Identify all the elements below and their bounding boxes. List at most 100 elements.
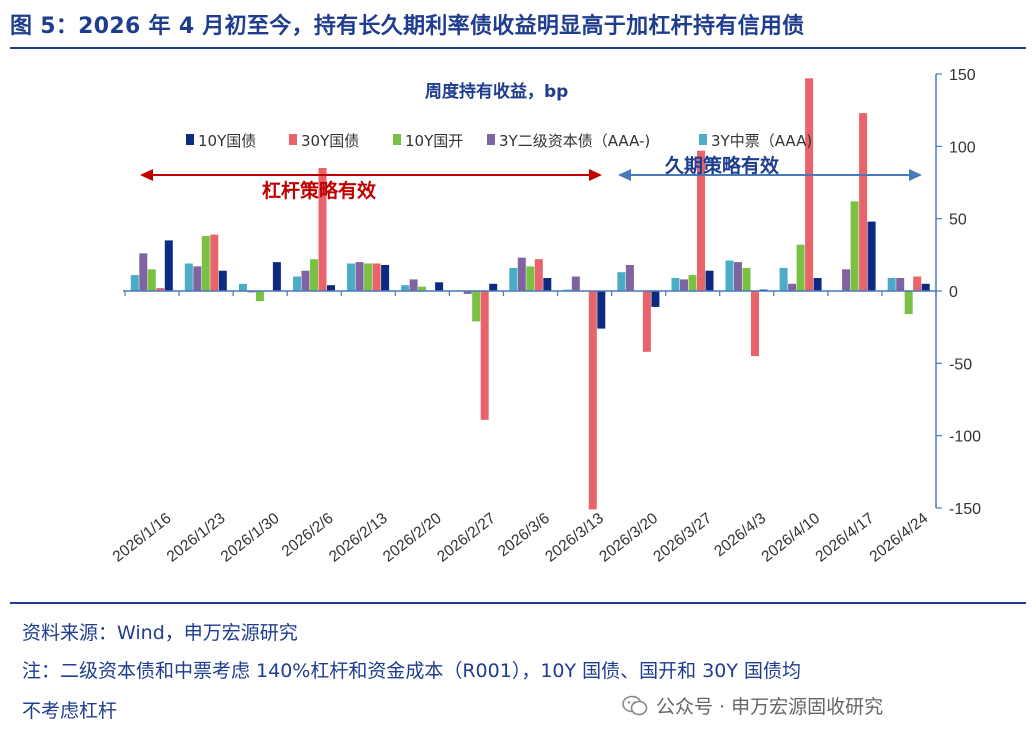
duration-arrow-right-head bbox=[909, 169, 922, 181]
bar-10Y国开-2026/3/27 bbox=[688, 275, 697, 291]
x-tick-label-2026/4/17: 2026/4/17 bbox=[813, 510, 878, 566]
legend-label-10Y国开: 10Y国开 bbox=[405, 132, 463, 150]
bar-3Y二级资本债（AAA-)-2026/1/16 bbox=[139, 253, 148, 291]
bar-10Y国开-2026/4/24 bbox=[904, 291, 913, 315]
y-axis-title: 周度持有收益，bp bbox=[425, 81, 568, 102]
footer-rule bbox=[10, 602, 1026, 604]
bar-3Y中票（AAA)-2026/4/24 bbox=[887, 278, 896, 291]
bar-30Y国债-2026/4/24 bbox=[913, 276, 922, 291]
bar-30Y国债-2026/3/27 bbox=[697, 150, 705, 291]
bar-3Y二级资本债（AAA-)-2026/2/20 bbox=[409, 279, 418, 291]
bar-30Y国债-2026/4/3 bbox=[751, 291, 759, 357]
bar-30Y国债-2026/3/13 bbox=[588, 291, 597, 510]
wechat-icon bbox=[622, 695, 648, 715]
bar-10Y国开-2026/2/13 bbox=[364, 263, 373, 291]
bar-30Y国债-2026/3/6 bbox=[534, 259, 543, 291]
bar-3Y中票（AAA)-2026/1/16 bbox=[130, 275, 139, 291]
figure-title: 图 5：2026 年 4 月初至今，持有长久期利率债收益明显高于加杠杆持有信用债 bbox=[10, 14, 805, 39]
y-tick-label-100: 100 bbox=[949, 139, 976, 156]
bar-10Y国债-2026/3/27 bbox=[705, 270, 714, 291]
bar-30Y国债-2026/4/17 bbox=[859, 113, 868, 291]
bar-3Y二级资本债（AAA-)-2026/3/27 bbox=[680, 279, 688, 291]
y-tick-label--100: -100 bbox=[949, 429, 981, 446]
bar-10Y国债-2026/4/10 bbox=[813, 278, 822, 291]
bar-30Y国债-2026/2/13 bbox=[372, 263, 381, 291]
x-tick-label-2026/2/13: 2026/2/13 bbox=[326, 510, 391, 566]
legend-label-3Y中票（AAA): 3Y中票（AAA) bbox=[711, 132, 812, 150]
legend-swatch-30Y国债 bbox=[289, 134, 297, 145]
bar-10Y国债-2026/2/27 bbox=[489, 283, 498, 291]
legend-swatch-10Y国开 bbox=[393, 134, 401, 145]
duration-annotation: 久期策略有效 bbox=[665, 154, 779, 177]
bar-3Y二级资本债（AAA-)-2026/2/13 bbox=[355, 262, 364, 291]
bar-3Y二级资本债（AAA-)-2026/3/20 bbox=[625, 265, 634, 291]
bar-10Y国债-2026/2/13 bbox=[381, 265, 390, 291]
y-tick-label-150: 150 bbox=[949, 67, 976, 84]
bar-3Y中票（AAA)-2026/4/10 bbox=[779, 267, 788, 291]
x-tick-label-2026/1/16: 2026/1/16 bbox=[110, 510, 175, 566]
bar-30Y国债-2026/1/16 bbox=[156, 288, 165, 291]
bar-10Y国开-2026/4/17 bbox=[850, 201, 859, 291]
bar-3Y二级资本债（AAA-)-2026/3/13 bbox=[571, 276, 580, 291]
bar-3Y中票（AAA)-2026/2/20 bbox=[401, 285, 410, 291]
bar-10Y国债-2026/1/16 bbox=[164, 240, 173, 291]
bar-10Y国债-2026/3/13 bbox=[597, 291, 606, 329]
bar-10Y国开-2026/2/27 bbox=[472, 291, 481, 322]
y-tick-label-0: 0 bbox=[949, 284, 958, 301]
legend-swatch-3Y二级资本债（AAA-) bbox=[487, 134, 495, 145]
bar-30Y国债-2026/4/10 bbox=[805, 78, 814, 291]
bar-30Y国债-2026/2/6 bbox=[318, 168, 327, 291]
bar-3Y中票（AAA)-2026/3/27 bbox=[671, 278, 680, 291]
x-tick-label-2026/3/20: 2026/3/20 bbox=[596, 510, 661, 566]
y-tick-label-50: 50 bbox=[949, 212, 967, 229]
bar-10Y国债-2026/1/23 bbox=[218, 270, 227, 291]
bar-3Y中票（AAA)-2026/1/23 bbox=[184, 263, 193, 291]
footnote-line-1: 注：二级资本债和中票考虑 140%杠杆和资金成本（R001），10Y 国债、国开… bbox=[22, 660, 802, 682]
legend-swatch-10Y国债 bbox=[186, 134, 194, 145]
x-tick-label-2026/4/24: 2026/4/24 bbox=[867, 510, 932, 566]
legend-label-3Y二级资本债（AAA-): 3Y二级资本债（AAA-) bbox=[499, 132, 650, 150]
source-note: 资料来源：Wind，申万宏源研究 bbox=[22, 622, 298, 644]
bar-3Y二级资本债（AAA-)-2026/4/17 bbox=[842, 269, 851, 291]
bar-3Y中票（AAA)-2026/1/30 bbox=[238, 283, 247, 291]
y-tick-label--50: -50 bbox=[949, 356, 972, 373]
bar-10Y国开-2026/3/6 bbox=[526, 266, 535, 291]
bar-3Y二级资本债（AAA-)-2026/4/10 bbox=[788, 283, 797, 291]
legend-label-10Y国债: 10Y国债 bbox=[198, 132, 256, 150]
legend-swatch-3Y中票（AAA) bbox=[699, 134, 707, 145]
leverage-arrow-right-head bbox=[589, 169, 602, 181]
duration-arrow-left-head bbox=[618, 169, 631, 181]
bar-3Y中票（AAA)-2026/3/20 bbox=[617, 272, 626, 291]
bar-chart: 150 100 50 0 -50 -100 -150 周度持有收益，bp 10Y国债 30Y国债 1… bbox=[110, 67, 981, 566]
bar-3Y中票（AAA)-2026/2/6 bbox=[293, 276, 301, 291]
bar-10Y国债-2026/3/20 bbox=[651, 291, 660, 307]
y-tick-label--150: -150 bbox=[949, 501, 981, 518]
x-tick-label-2026/3/27: 2026/3/27 bbox=[650, 510, 715, 566]
bar-10Y国开-2026/4/10 bbox=[796, 244, 805, 291]
bar-10Y国债-2026/2/6 bbox=[327, 285, 335, 291]
watermark-text: 公众号 · 申万宏源固收研究 bbox=[656, 696, 884, 718]
bar-30Y国债-2026/2/27 bbox=[480, 291, 489, 420]
leverage-annotation: 杠杆策略有效 bbox=[262, 179, 376, 202]
leverage-arrow-left-head bbox=[140, 169, 153, 181]
bar-3Y二级资本债（AAA-)-2026/3/6 bbox=[517, 257, 526, 291]
bar-3Y二级资本债（AAA-)-2026/4/3 bbox=[734, 262, 742, 291]
x-tick-label-2026/2/20: 2026/2/20 bbox=[380, 510, 445, 566]
bar-10Y国开-2026/2/6 bbox=[310, 259, 318, 291]
watermark: 公众号 · 申万宏源固收研究 bbox=[622, 692, 883, 719]
title-rule bbox=[10, 47, 1026, 49]
bar-30Y国债-2026/3/20 bbox=[642, 291, 651, 352]
bar-10Y国开-2026/4/3 bbox=[742, 267, 751, 291]
x-tick-label-2026/3/13: 2026/3/13 bbox=[542, 510, 607, 566]
bar-10Y国债-2026/3/6 bbox=[543, 278, 552, 291]
bar-3Y中票（AAA)-2026/2/13 bbox=[347, 263, 356, 291]
footnote-line-2: 不考虑杠杆 bbox=[22, 700, 118, 722]
x-tick-label-2026/1/23: 2026/1/23 bbox=[164, 510, 229, 566]
bar-10Y国债-2026/1/30 bbox=[272, 262, 281, 291]
bar-10Y国开-2026/1/16 bbox=[147, 269, 156, 291]
x-tick-label-2026/2/27: 2026/2/27 bbox=[434, 510, 499, 566]
bar-30Y国债-2026/1/23 bbox=[210, 234, 219, 291]
bar-3Y二级资本债（AAA-)-2026/4/24 bbox=[896, 278, 905, 291]
bar-3Y二级资本债（AAA-)-2026/1/23 bbox=[193, 266, 202, 291]
x-tick-label-2026/4/10: 2026/4/10 bbox=[758, 510, 823, 566]
